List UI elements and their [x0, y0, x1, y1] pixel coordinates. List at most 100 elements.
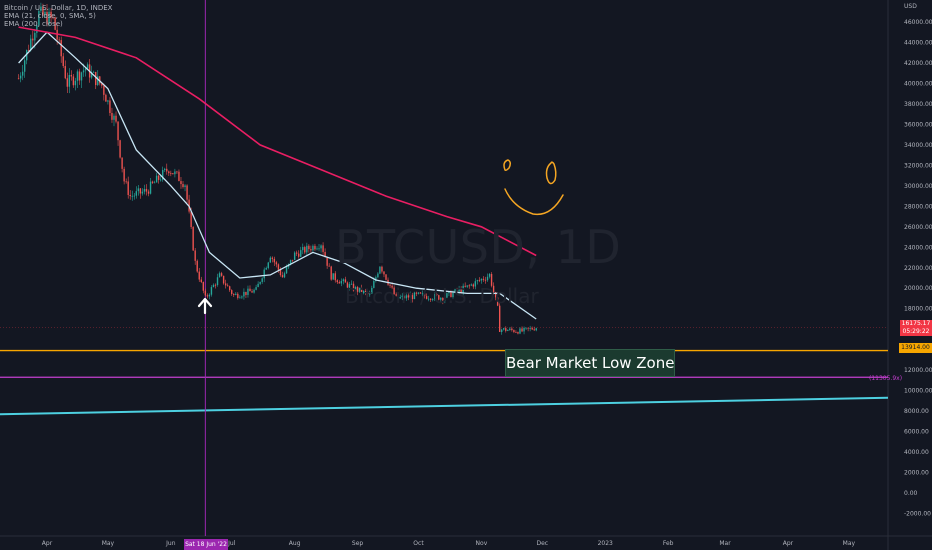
candle-body [478, 280, 481, 282]
price-axis-tick: 40000.00 [904, 80, 932, 87]
candle-body [344, 279, 347, 283]
price-axis-tick: 42000.00 [904, 60, 932, 67]
candle-body [147, 191, 150, 194]
candle-body [385, 274, 387, 280]
candle-body [515, 332, 517, 333]
price-axis-tick: 32000.00 [904, 162, 932, 169]
candle-body [411, 295, 414, 300]
candle-body [50, 11, 52, 18]
candle-body [113, 115, 115, 120]
candle-body [233, 293, 235, 295]
price-axis-tick: 18000.00 [904, 306, 932, 313]
candle-body [263, 269, 265, 279]
candle-body [474, 281, 477, 287]
candle-body [281, 275, 284, 278]
candle-body [261, 278, 263, 282]
candle-body [440, 297, 442, 300]
candle-body [494, 292, 497, 298]
price-axis-tick: 46000.00 [904, 19, 932, 26]
price-axis-tick: 6000.00 [904, 429, 929, 436]
candle-body [279, 269, 282, 276]
smiley-mouth-icon [504, 188, 564, 216]
candle-body [423, 293, 426, 297]
candle-body [320, 245, 322, 249]
candle-body [115, 115, 117, 122]
candle-body [194, 250, 196, 261]
candle-body [253, 289, 255, 293]
indicator-ema200-label[interactable]: EMA (200, close) [4, 20, 63, 29]
candle-body [231, 290, 233, 294]
price-axis-tick: 4000.00 [904, 449, 929, 456]
candle-body [90, 72, 93, 78]
candle-body [486, 276, 489, 281]
candle-body [170, 173, 172, 174]
candle-body [277, 264, 280, 270]
time-axis-tick: May [102, 540, 115, 547]
candle-body [367, 292, 369, 295]
candle-body [137, 188, 140, 192]
candle-body [340, 281, 343, 284]
candle-body [76, 71, 79, 81]
candle-body [200, 279, 202, 283]
candle-body [48, 11, 50, 25]
candle-body [19, 75, 22, 79]
candle-body [212, 284, 215, 288]
candle-body [251, 291, 253, 293]
candle-body [143, 188, 146, 192]
current-price-badge: 16175.17 05:29:22 [900, 320, 932, 336]
candle-body [498, 305, 501, 332]
candle-body [38, 10, 40, 26]
candle-body [446, 293, 448, 298]
candle-body [391, 285, 393, 288]
candle-body [247, 288, 249, 295]
candle-body [186, 185, 188, 200]
candle-body [36, 25, 38, 33]
indicator-ema21-label[interactable]: EMA (21, close, 0, SMA, 5) [4, 12, 96, 21]
candle-body [206, 295, 209, 297]
candle-body [289, 259, 292, 264]
candle-body [117, 121, 119, 141]
price-axis-tick: 34000.00 [904, 142, 932, 149]
time-axis-tick: Nov [476, 540, 488, 547]
time-axis-tick: Oct [413, 540, 424, 547]
candle-body [153, 182, 156, 184]
candle-body [395, 294, 397, 296]
candle-body [220, 273, 223, 276]
candle-body [109, 100, 111, 113]
candle-body [111, 112, 113, 120]
candle-body [182, 184, 184, 188]
candle-body [417, 292, 420, 294]
candle-body [17, 78, 20, 80]
candle-body [464, 285, 466, 287]
candle-body [162, 170, 164, 180]
price-axis-tick: 22000.00 [904, 265, 932, 272]
candle-body [133, 195, 135, 197]
candle-body [444, 297, 446, 301]
candle-body [78, 71, 81, 81]
candle-body [178, 171, 180, 182]
candle-body [350, 283, 353, 285]
candle-body [243, 291, 245, 297]
candle-body [58, 39, 60, 41]
candle-body [214, 284, 217, 286]
chart-title[interactable]: Bitcoin / U.S. Dollar, 1D, INDEX [4, 4, 113, 12]
candle-body [40, 6, 42, 11]
candle-body [210, 287, 213, 295]
candle-body [332, 273, 334, 280]
candle-body [521, 328, 523, 332]
candle-body [257, 283, 259, 288]
candle-body [397, 295, 399, 299]
candle-body [283, 273, 286, 278]
price-axis-tick: 30000.00 [904, 183, 932, 190]
candle-body [523, 327, 525, 332]
candle-body [298, 253, 300, 257]
candle-body [529, 328, 531, 329]
candle-body [139, 188, 142, 194]
bear-market-low-zone-label[interactable]: Bear Market Low Zone [505, 349, 675, 377]
candle-body [141, 191, 144, 194]
candle-body [379, 266, 381, 274]
candle-body [159, 179, 162, 181]
candle-body [239, 297, 241, 299]
